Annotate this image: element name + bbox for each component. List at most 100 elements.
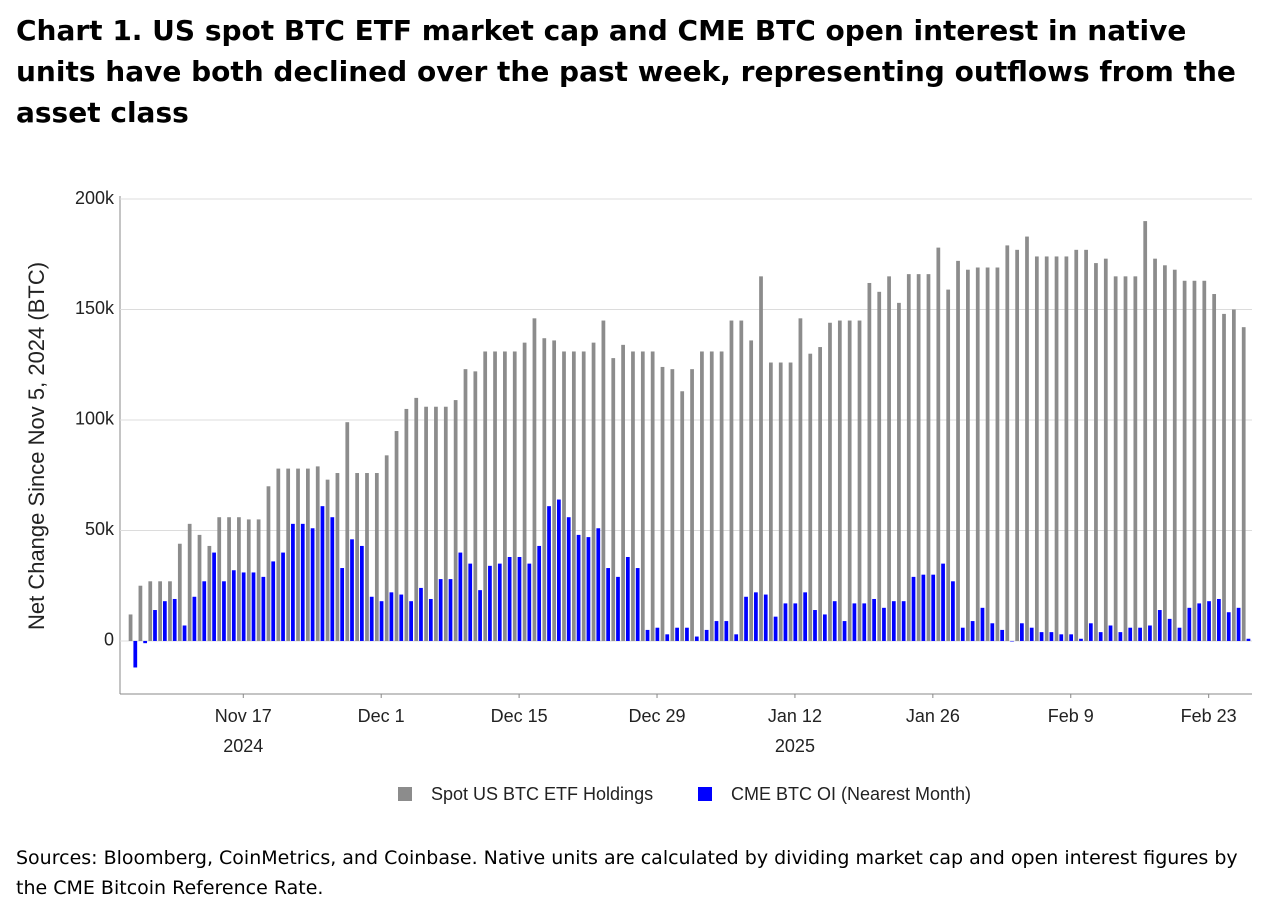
bar — [645, 629, 650, 641]
bar — [754, 592, 758, 641]
bar — [463, 369, 468, 641]
bar — [685, 627, 689, 641]
bar — [300, 523, 305, 641]
bar — [217, 517, 222, 641]
bar — [1064, 256, 1069, 641]
bar — [389, 592, 394, 641]
bar — [330, 517, 335, 641]
bar — [345, 422, 350, 641]
bar — [773, 616, 778, 641]
bar — [1049, 632, 1054, 641]
bar — [1133, 276, 1138, 641]
bar — [128, 614, 133, 641]
bar — [813, 610, 817, 641]
bar — [1005, 245, 1010, 641]
bar — [1054, 256, 1059, 641]
bar — [227, 517, 231, 641]
bar — [320, 506, 325, 641]
bar — [1182, 280, 1187, 641]
bar — [744, 596, 748, 641]
bar — [635, 568, 640, 641]
bar — [887, 276, 891, 641]
y-tick-label: 200k — [75, 188, 115, 208]
bar — [1034, 256, 1039, 641]
bar — [862, 603, 867, 641]
bar — [980, 607, 985, 641]
bar — [921, 574, 926, 641]
bar — [891, 601, 896, 641]
bar — [995, 267, 1000, 641]
bar — [1118, 632, 1123, 641]
bar — [990, 623, 995, 641]
bar — [261, 576, 266, 641]
bar — [1202, 280, 1207, 641]
bar — [1128, 627, 1133, 641]
bar — [296, 468, 300, 641]
bar — [537, 545, 542, 641]
bar — [906, 274, 911, 641]
bar — [665, 634, 670, 641]
bar — [153, 610, 157, 641]
bar — [1143, 221, 1148, 641]
bar — [497, 563, 502, 641]
x-tick-label: Dec 1 — [358, 706, 405, 726]
bar — [404, 408, 409, 641]
legend-swatch — [398, 787, 412, 801]
bar — [419, 587, 423, 641]
bar — [428, 598, 433, 641]
bar — [369, 596, 374, 641]
bar — [187, 523, 192, 641]
y-tick-label: 0 — [104, 630, 114, 650]
bar — [857, 320, 862, 641]
bar — [966, 269, 970, 641]
bar — [709, 351, 714, 641]
bar — [527, 563, 532, 641]
bar — [1000, 629, 1005, 641]
bar — [621, 344, 625, 641]
bar — [576, 534, 581, 641]
bar — [365, 473, 369, 641]
bar — [631, 351, 635, 641]
bar — [759, 276, 763, 641]
bar — [1059, 634, 1064, 641]
bar — [1217, 598, 1221, 641]
bar — [675, 627, 679, 641]
bar — [409, 601, 413, 641]
bar — [483, 351, 488, 641]
bar — [1153, 258, 1157, 641]
bar — [586, 537, 591, 641]
bar — [158, 581, 162, 641]
bar — [177, 543, 182, 641]
bar — [286, 468, 291, 641]
bar — [719, 351, 724, 641]
bar — [271, 561, 276, 641]
bar — [1226, 612, 1231, 641]
bar — [1177, 627, 1182, 641]
bar — [1039, 632, 1044, 641]
bar — [571, 351, 576, 641]
bar — [246, 519, 251, 641]
bar — [601, 320, 606, 641]
bar — [768, 362, 773, 641]
bar — [877, 291, 882, 641]
bar — [1197, 603, 1202, 641]
bar — [557, 499, 561, 641]
bar — [350, 539, 354, 641]
bar — [1015, 249, 1020, 641]
bar — [1029, 627, 1034, 641]
bar — [1241, 327, 1246, 641]
bar — [384, 455, 389, 641]
bar — [340, 568, 345, 641]
bar — [916, 274, 921, 641]
y-tick-label: 150k — [75, 298, 115, 318]
bar — [453, 400, 458, 641]
bar — [434, 406, 438, 641]
bar — [424, 406, 428, 641]
bar — [379, 601, 384, 641]
bar — [517, 556, 522, 641]
bar — [306, 468, 310, 641]
bar — [931, 574, 936, 641]
bar — [625, 556, 630, 641]
bar — [581, 351, 586, 641]
